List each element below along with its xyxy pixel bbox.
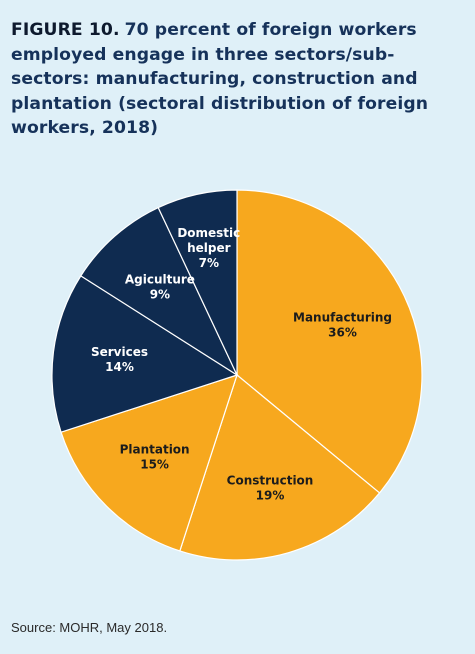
slice-value-label: 9% [150,288,170,302]
pie-slice-services [51,275,239,433]
slice-value-label: 15% [140,457,169,471]
slice-value-label: 36% [328,325,357,339]
pie-slice-plantation [60,374,238,552]
figure-title-text: 70 percent of foreign workers employed e… [11,20,429,138]
slice-category-label: Agiculture [125,273,195,287]
slice-category-label: helper [187,241,231,255]
pie-slice-construction [179,373,381,561]
slice-category-label: Construction [227,474,314,488]
slice-category-label: Manufacturing [293,310,392,324]
slice-category-label: Plantation [120,442,190,456]
pie-slice-agiculture [79,206,239,377]
pie-slice-domestic-helper [157,189,238,376]
slice-category-label: Domestic [177,226,240,240]
slice-category-label: Services [91,345,148,359]
slice-value-label: 19% [256,489,285,503]
figure-label: FIGURE 10. [11,20,120,40]
pie-slice-manufacturing [236,189,423,494]
chart-title: FIGURE 10. 70 percent of foreign workers … [11,18,451,141]
slice-value-label: 7% [199,256,219,270]
slice-value-label: 14% [105,360,134,374]
pie-slices [51,189,423,561]
source-note: Source: MOHR, May 2018. [11,620,168,635]
